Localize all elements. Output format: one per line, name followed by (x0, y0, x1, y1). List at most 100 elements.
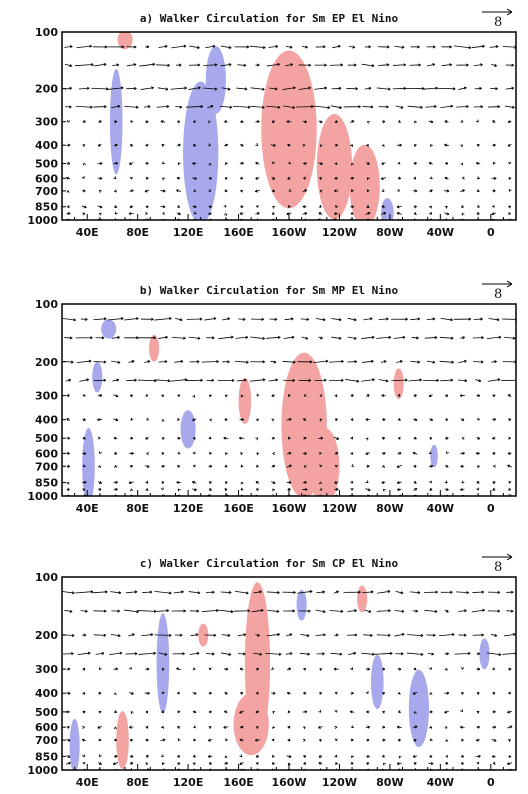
y-tick-label: 200 (35, 356, 58, 369)
wind-vector-head (136, 610, 139, 614)
wind-vector-head (334, 418, 338, 422)
wind-vector-head (509, 725, 513, 729)
wind-vector-head (445, 464, 449, 468)
wind-vector-head (168, 591, 172, 595)
wind-vector (222, 318, 230, 321)
wind-vector-head (318, 709, 322, 713)
wind-vector-head (381, 754, 385, 758)
y-tick-label: 850 (35, 750, 58, 763)
x-tick-label: 120W (322, 226, 357, 239)
wind-vector-head (223, 204, 227, 208)
wind-vector-head (491, 212, 495, 216)
wind-vector-head (212, 590, 215, 594)
wind-vector-head (398, 176, 402, 180)
wind-vector (331, 336, 342, 339)
wind-vector-head (162, 211, 166, 215)
wind-vector-head (176, 120, 180, 123)
wind-vector-head (414, 418, 418, 422)
wind-vector-head (380, 177, 384, 180)
wind-vector (374, 652, 393, 655)
positive-anomaly-shading (198, 623, 209, 647)
wind-vector-head (83, 464, 86, 468)
wind-vector-head (350, 667, 353, 671)
wind-vector-head (445, 436, 449, 440)
wind-vector (505, 87, 514, 90)
wind-vector-head (120, 86, 124, 90)
wind-vector (265, 652, 282, 655)
wind-vector-head (508, 188, 512, 192)
wind-vector-head (272, 726, 276, 730)
wind-vector-head (98, 691, 102, 695)
wind-vector (95, 652, 105, 655)
wind-vector-head (449, 63, 452, 67)
wind-vector-head (492, 692, 496, 695)
wind-vector-head (466, 105, 469, 109)
wind-vector-head (492, 667, 496, 671)
wind-vector-head (367, 725, 371, 729)
wind-vector-head (398, 667, 402, 671)
wind-vector-head (98, 488, 102, 492)
wind-vector (235, 336, 248, 339)
wind-vector-head (403, 63, 406, 67)
wind-vector-head (99, 481, 102, 484)
wind-vector-head (324, 63, 327, 67)
wind-vector-head (492, 394, 496, 398)
wind-vector-head (82, 144, 86, 148)
wind-vector-head (224, 488, 228, 492)
wind-vector-head (287, 762, 291, 766)
wind-vector-head (98, 710, 102, 714)
wind-vector-head (414, 488, 418, 491)
wind-vector-head (82, 710, 86, 714)
wind-vector-head (162, 738, 166, 742)
wind-vector-head (256, 488, 259, 492)
wind-vector-head (289, 652, 293, 656)
wind-vector (93, 318, 107, 321)
wind-vector-head (153, 379, 157, 383)
wind-vector (453, 45, 471, 49)
wind-vector-head (239, 667, 243, 671)
y-tick-label: 600 (35, 447, 58, 460)
wind-vector-head (292, 378, 295, 383)
wind-vector-head (303, 393, 307, 397)
wind-vector-head (417, 590, 421, 595)
wind-vector-head (115, 480, 118, 484)
wind-vector-head (255, 710, 259, 714)
wind-vector-head (302, 738, 306, 742)
wind-vector-head (192, 436, 196, 440)
wind-vector-head (114, 465, 118, 468)
wind-vector-head (476, 761, 480, 765)
wind-vector-head (434, 336, 438, 340)
wind-vector-head (67, 691, 71, 695)
wind-vector (361, 652, 375, 655)
x-tick-label: 120E (173, 226, 203, 239)
wind-vector-head (511, 63, 514, 67)
wind-vector-head (382, 451, 386, 455)
wind-vector-head (116, 63, 120, 67)
wind-vector-head (491, 754, 495, 758)
wind-vector-head (209, 394, 212, 398)
wind-vector (282, 87, 296, 90)
wind-vector (311, 105, 330, 109)
wind-vector-head (358, 590, 361, 594)
wind-vector-head (476, 710, 480, 714)
wind-vector (156, 106, 169, 108)
wind-vector (220, 591, 232, 593)
wind-vector-head (366, 464, 370, 468)
wind-vector-head (462, 189, 465, 193)
wind-vector-head (446, 451, 449, 454)
wind-vector-head (412, 691, 416, 695)
wind-vector-head (161, 394, 165, 398)
wind-vector-head (151, 317, 154, 321)
wind-vector-head (82, 667, 86, 671)
wind-vector-head (192, 480, 195, 484)
wind-vector-head (413, 211, 417, 215)
wind-vector-head (476, 487, 480, 491)
wind-vector-head (161, 726, 164, 729)
wind-vector-head (444, 710, 448, 714)
wind-vector-head (460, 464, 464, 468)
wind-vector-head (277, 105, 281, 109)
wind-vector-head (511, 105, 515, 109)
wind-vector-head (507, 691, 511, 695)
wind-vector-head (254, 189, 258, 193)
wind-vector-head (177, 162, 181, 166)
